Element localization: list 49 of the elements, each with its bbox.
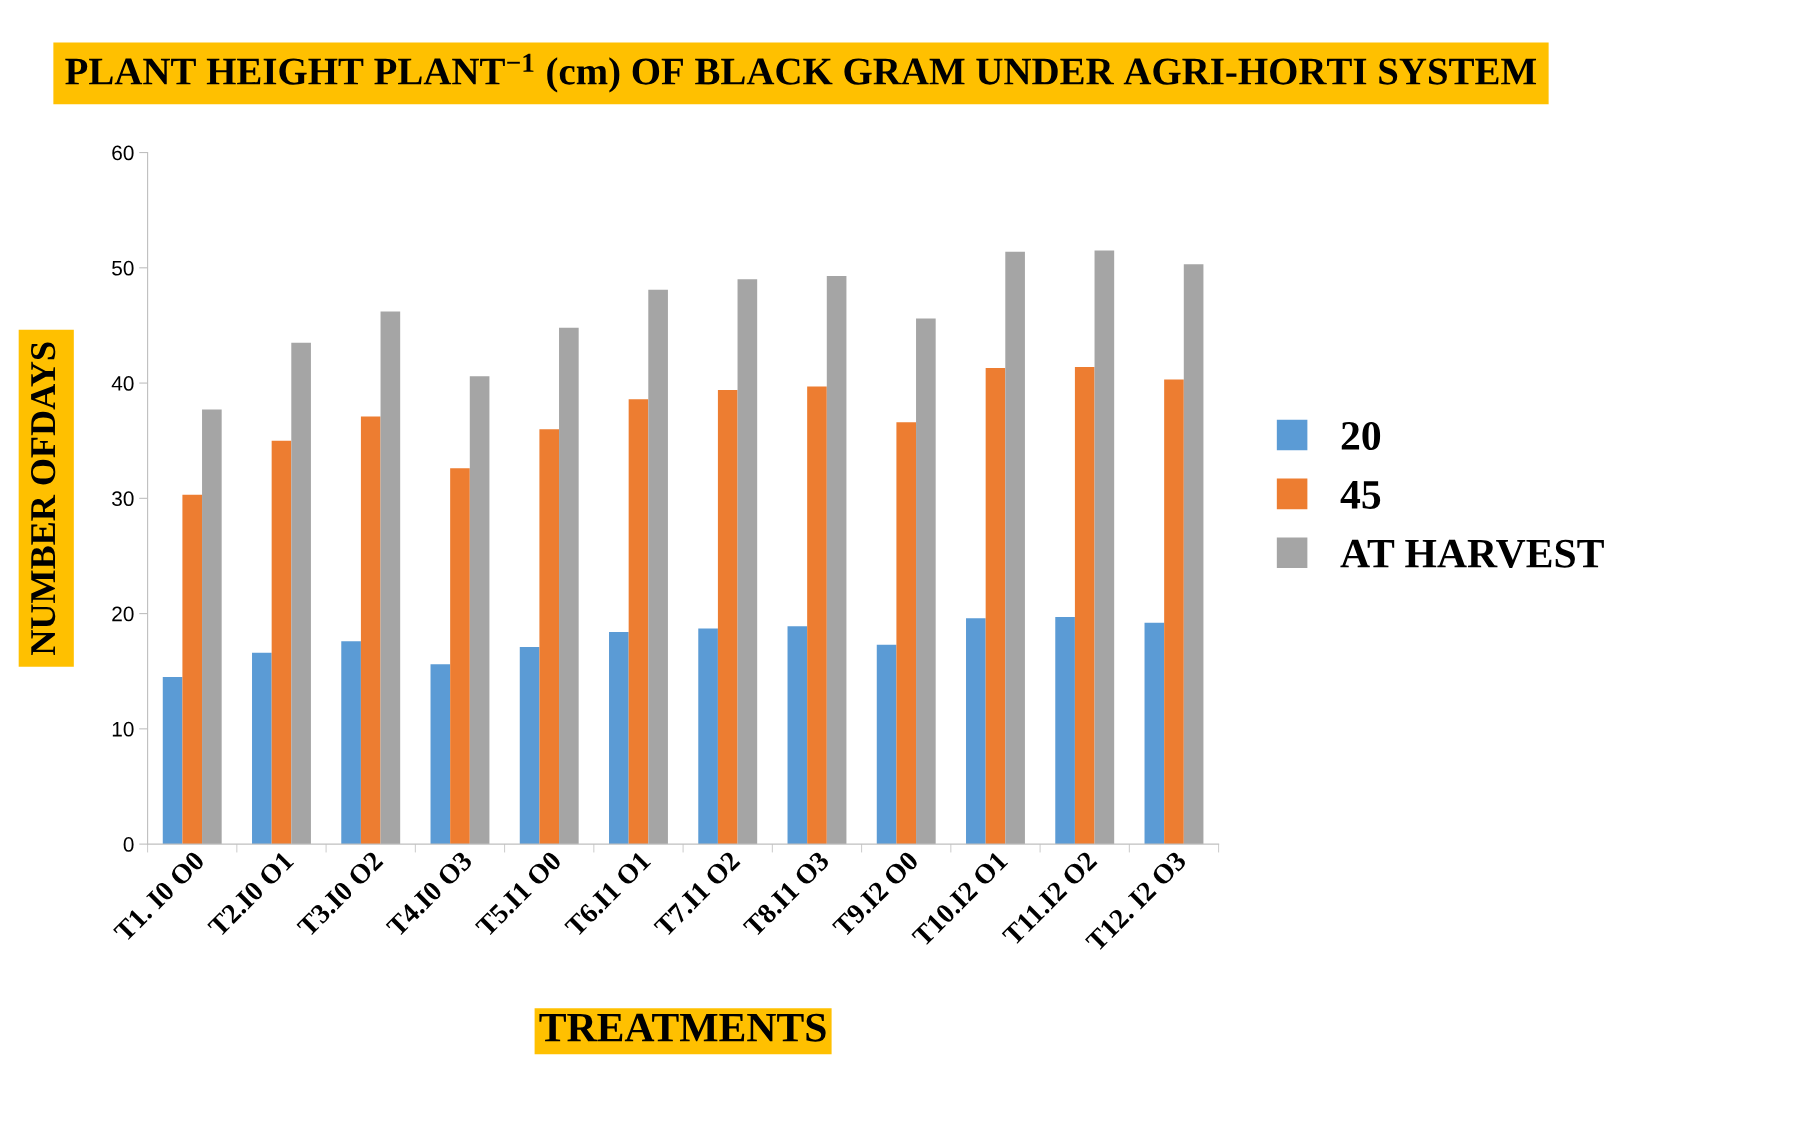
bar: [182, 494, 203, 845]
bar: [648, 289, 668, 845]
bar: [1094, 250, 1115, 845]
y-tick-label: 60: [112, 145, 134, 161]
chart-title: PLANT HEIGHT PLANT$^{−1}$ (cm) OF BLACK GRAM UNDER AGRI-HORTI SYSTEM: [65, 53, 1537, 93]
bar: [1183, 264, 1204, 845]
y-tick-label: 10: [112, 721, 134, 737]
bar: [271, 440, 292, 845]
bar: [1055, 617, 1075, 845]
bar: [252, 652, 272, 845]
bar: [737, 279, 758, 845]
bar: [787, 626, 808, 845]
bar: [609, 632, 629, 845]
bar: [717, 389, 738, 845]
x-axis-title: TREATMENTS: [539, 1013, 826, 1042]
bar: [1074, 366, 1095, 845]
bar: [360, 416, 381, 845]
bar: [1005, 251, 1025, 845]
y-tick-label: 20: [112, 606, 134, 622]
bar: [450, 468, 470, 845]
bar: [202, 409, 222, 845]
bar: [1144, 622, 1165, 845]
bar: [807, 386, 827, 845]
bar: [519, 647, 540, 845]
bar: [380, 311, 401, 845]
bar: [966, 618, 986, 845]
bar: [341, 641, 361, 845]
bar: [876, 644, 897, 845]
bar: [985, 368, 1006, 845]
y-axis-title: NUMBER OFDAYS: [31, 342, 56, 655]
y-tick-label: 30: [112, 491, 134, 507]
y-tick-label: 0: [123, 837, 134, 852]
bar: [469, 376, 490, 845]
legend-label: 45: [1340, 481, 1381, 509]
bar: [826, 275, 847, 845]
bar: [162, 676, 183, 845]
bar: [916, 318, 936, 845]
bar: [1164, 379, 1184, 845]
bar: [539, 429, 560, 845]
legend-label: AT HARVEST: [1340, 539, 1604, 568]
bar: [430, 664, 451, 845]
bar: [698, 628, 718, 845]
legend-label: 20: [1341, 421, 1381, 451]
bar: [896, 422, 917, 845]
y-tick-label: 40: [111, 376, 134, 391]
bar: [291, 342, 311, 845]
y-tick-label: 50: [112, 260, 134, 276]
bar: [628, 399, 649, 845]
bar: [559, 327, 579, 845]
